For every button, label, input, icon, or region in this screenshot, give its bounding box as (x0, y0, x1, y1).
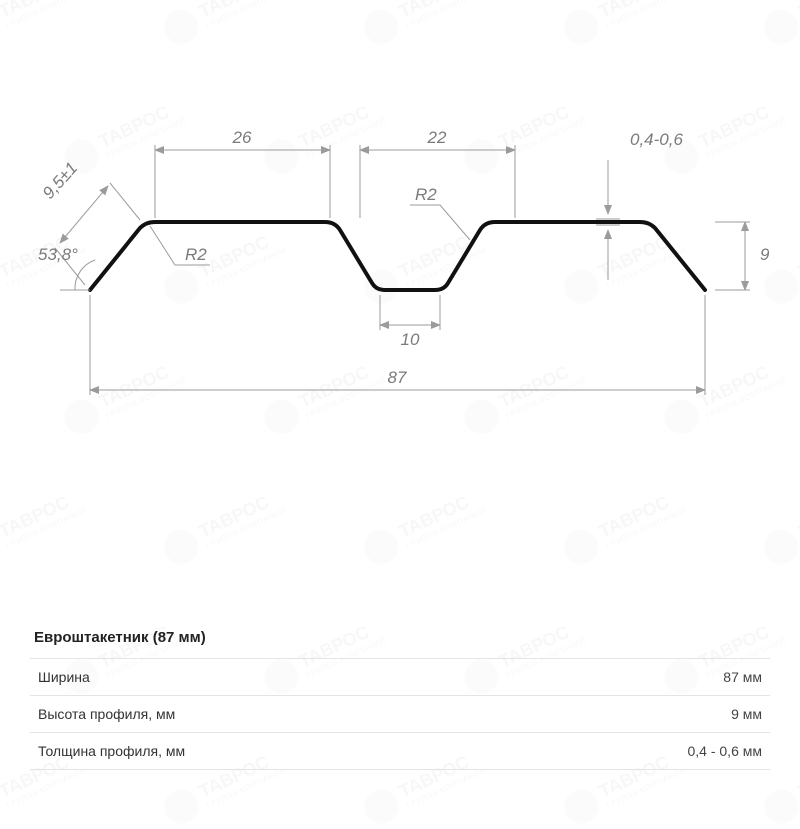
profile-diagram: 87 26 22 10 9 0,4-0,6 9,5±1 (0, 0, 800, 520)
dim-radius-valley: R2 (415, 185, 437, 204)
dim-height-right: 9 (760, 245, 770, 264)
dim-top-left-flat: 26 (232, 128, 252, 147)
table-row: Толщина профиля, мм0,4 - 0,6 мм (30, 733, 770, 770)
dim-flange-angle: 53,8° (38, 245, 78, 264)
dim-overall-width: 87 (388, 368, 407, 387)
table-title: Евроштакетник (87 мм) (30, 619, 770, 658)
dim-thickness: 0,4-0,6 (630, 130, 683, 149)
spec-value: 87 мм (506, 659, 770, 696)
spec-value: 0,4 - 0,6 мм (506, 733, 770, 770)
spec-label: Ширина (30, 659, 506, 696)
dim-top-right-flat: 22 (427, 128, 447, 147)
dim-valley-bottom: 10 (401, 330, 420, 349)
dim-radius-left: R2 (185, 245, 207, 264)
spec-label: Высота профиля, мм (30, 696, 506, 733)
spec-label: Толщина профиля, мм (30, 733, 506, 770)
dim-flange-len: 9,5±1 (39, 158, 82, 202)
table-row: Высота профиля, мм9 мм (30, 696, 770, 733)
spec-table-area: Евроштакетник (87 мм) Ширина87 ммВысота … (30, 619, 770, 770)
table-row: Ширина87 мм (30, 659, 770, 696)
spec-value: 9 мм (506, 696, 770, 733)
spec-table: Ширина87 ммВысота профиля, мм9 ммТолщина… (30, 658, 770, 770)
profile-outline (90, 222, 705, 290)
